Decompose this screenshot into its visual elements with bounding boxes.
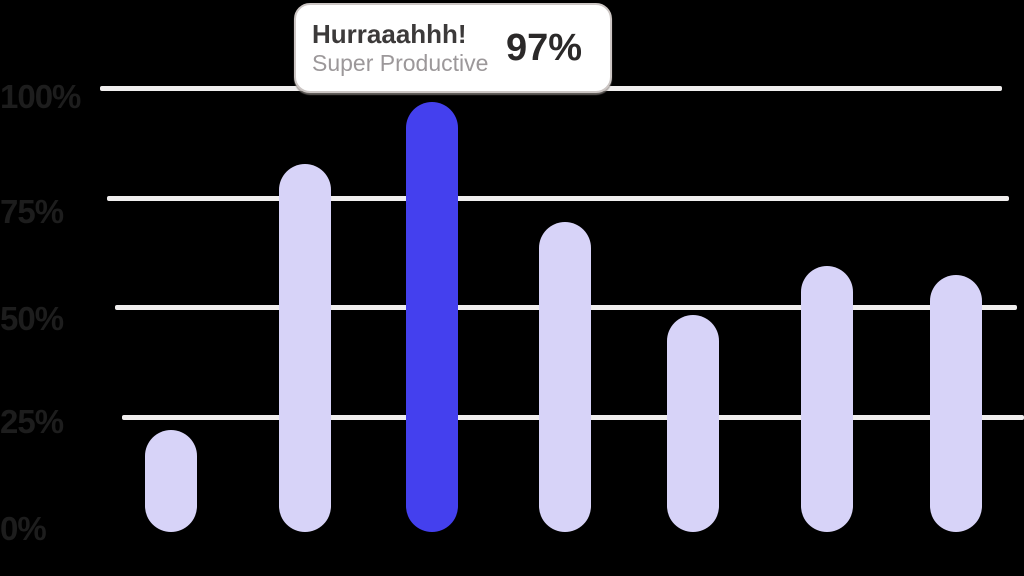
tooltip-text-block: Hurraaahhh! Super Productive: [312, 18, 489, 76]
bar-3-highlighted[interactable]: [406, 102, 458, 532]
y-axis-tick-50: 50%: [0, 300, 64, 337]
y-axis-tick-100: 100%: [0, 78, 81, 115]
tooltip-value: 97%: [505, 26, 582, 69]
gridline-75: [107, 196, 1009, 201]
y-axis-tick-0: 0%: [0, 510, 47, 547]
tooltip: Hurraaahhh! Super Productive 97%: [294, 3, 612, 93]
tooltip-subtitle: Super Productive: [312, 49, 489, 76]
bar-4[interactable]: [539, 222, 591, 532]
tooltip-title: Hurraaahhh!: [312, 18, 467, 49]
bar-5[interactable]: [667, 315, 719, 532]
y-axis-tick-75: 75%: [0, 193, 64, 230]
bar-6[interactable]: [801, 266, 853, 532]
bar-2[interactable]: [279, 164, 331, 532]
bar-7[interactable]: [930, 275, 982, 532]
bar-1[interactable]: [145, 430, 197, 532]
y-axis-tick-25: 25%: [0, 403, 64, 440]
